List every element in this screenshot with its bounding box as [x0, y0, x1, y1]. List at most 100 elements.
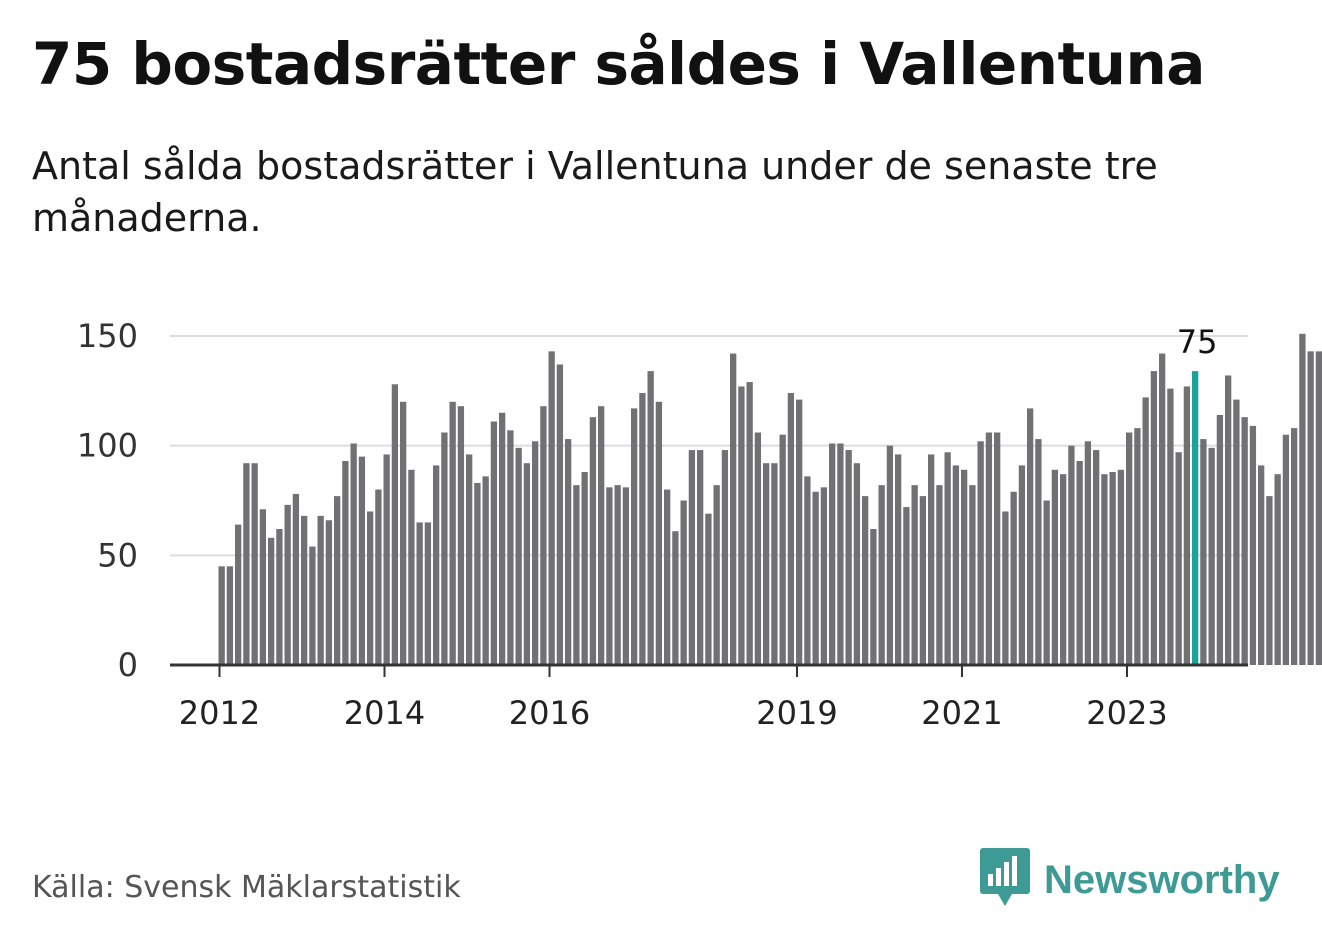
bar	[466, 454, 473, 665]
bar	[1068, 445, 1075, 665]
bar	[474, 482, 481, 665]
chart-subtitle: Antal sålda bostadsrätter i Vallentuna u…	[32, 144, 1158, 240]
bar	[697, 450, 704, 665]
x-tick-label: 2012	[179, 694, 260, 732]
bar	[598, 406, 605, 665]
bar	[639, 393, 646, 665]
bar	[400, 401, 407, 665]
tick-labels: 0 50 100 150 2012 2014 2016 2019 2021 2023 75	[77, 317, 1218, 732]
bar	[738, 386, 745, 665]
bar	[672, 531, 679, 665]
bar	[1167, 388, 1174, 665]
bar	[1249, 425, 1257, 665]
bar	[746, 382, 753, 665]
x-tick-label: 2016	[509, 694, 590, 732]
bar	[1035, 439, 1042, 665]
bar	[532, 441, 539, 665]
bar	[565, 439, 572, 665]
latest-value-label: 75	[1177, 323, 1218, 361]
bar	[936, 485, 943, 665]
bar	[730, 353, 737, 665]
bar	[424, 522, 432, 665]
bar	[919, 496, 927, 665]
bar	[911, 485, 918, 665]
bar	[688, 450, 696, 665]
bar	[367, 511, 374, 665]
bar	[218, 566, 225, 665]
bar	[1043, 500, 1050, 665]
bar	[292, 493, 300, 665]
bar	[457, 406, 465, 665]
bar	[1183, 386, 1191, 665]
bar	[878, 485, 885, 665]
bar	[1117, 469, 1125, 665]
bar	[235, 524, 242, 665]
bar	[862, 496, 869, 665]
chart-title: 75 bostadsrätter såldes i Vallentuna	[32, 30, 1205, 98]
bar	[416, 522, 423, 665]
bar	[251, 463, 258, 665]
bar	[1076, 461, 1083, 665]
bar	[1274, 474, 1281, 665]
bar	[837, 443, 844, 665]
bar	[548, 351, 555, 665]
bars	[218, 333, 1322, 665]
bar	[1101, 474, 1108, 665]
bar	[1233, 399, 1240, 665]
bar	[1060, 474, 1067, 665]
bar	[507, 430, 514, 665]
bar	[713, 485, 720, 665]
bar	[1051, 469, 1059, 665]
brand-logo[interactable]: Newsworthy	[980, 848, 1280, 912]
axes	[170, 663, 1248, 677]
bar	[1175, 452, 1182, 665]
bar	[647, 371, 654, 665]
bar	[1241, 417, 1248, 665]
bar	[895, 454, 902, 665]
bar	[655, 401, 663, 665]
bar	[845, 450, 852, 665]
bar	[796, 399, 803, 665]
bar	[325, 520, 333, 665]
bar	[515, 447, 522, 665]
bar	[1018, 465, 1026, 665]
brand-name: Newsworthy	[1044, 857, 1280, 902]
bar	[358, 456, 366, 665]
bar	[1142, 397, 1149, 665]
bar	[259, 509, 267, 665]
x-tick-label: 2019	[756, 694, 837, 732]
bar	[680, 500, 687, 665]
bar	[490, 421, 498, 665]
bar	[433, 465, 440, 665]
bar	[589, 417, 597, 665]
bar	[482, 476, 489, 665]
bar	[449, 401, 456, 665]
bar	[944, 452, 951, 665]
bar	[523, 463, 531, 665]
bar	[606, 487, 613, 665]
y-tick-label: 150	[77, 317, 138, 355]
bar	[375, 489, 382, 665]
bar	[1315, 351, 1322, 665]
bar	[870, 529, 877, 665]
bar	[771, 463, 778, 665]
bar	[853, 463, 861, 665]
bar	[1002, 511, 1009, 665]
bar	[309, 546, 316, 665]
bar	[342, 461, 349, 665]
bar-latest	[1192, 371, 1199, 665]
bar	[903, 507, 910, 665]
bar	[226, 566, 234, 665]
bar	[391, 384, 399, 665]
bar	[268, 537, 275, 665]
bar	[1307, 351, 1314, 665]
bar	[622, 487, 630, 665]
bar	[1084, 441, 1092, 665]
bar	[763, 463, 770, 665]
bar	[705, 513, 712, 665]
bar	[441, 432, 448, 665]
bar	[886, 445, 894, 665]
bar	[1225, 375, 1232, 665]
bar	[1258, 465, 1265, 665]
y-tick-label: 50	[97, 536, 138, 574]
